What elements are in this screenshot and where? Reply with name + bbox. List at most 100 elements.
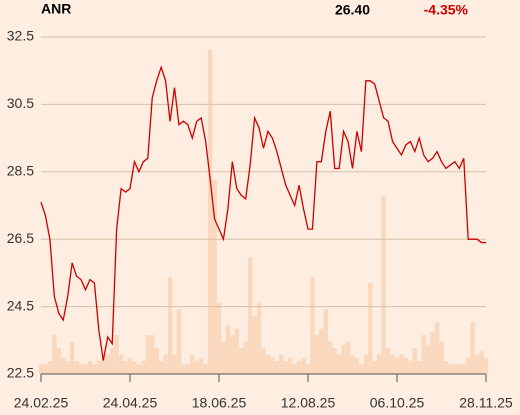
- volume-bar: [252, 315, 257, 374]
- price-line: [40, 65, 486, 361]
- volume-bar: [452, 364, 458, 374]
- volume-bar: [394, 357, 400, 374]
- volume-bar: [283, 361, 288, 374]
- volume-bar: [118, 354, 124, 374]
- volume-bar: [243, 341, 248, 374]
- volume-bar: [421, 335, 426, 374]
- volume-bar: [479, 351, 484, 374]
- volume-bar: [310, 276, 315, 374]
- volume-bar: [376, 354, 382, 374]
- volume-bar: [261, 348, 266, 374]
- volume-bar: [52, 335, 57, 374]
- x-tick-label: 06.10.25: [370, 395, 425, 411]
- volume-bar: [65, 361, 70, 374]
- volume-bar: [341, 344, 346, 374]
- volume-bar: [287, 357, 293, 374]
- change: -4.35%: [424, 2, 469, 18]
- volume-bar: [132, 361, 137, 374]
- volume-bar: [301, 357, 306, 374]
- volume-bar: [483, 357, 489, 374]
- volume-bar: [425, 344, 431, 374]
- volume-bar: [239, 348, 244, 374]
- volume-bar: [190, 354, 195, 374]
- volume-bar: [350, 354, 355, 374]
- volume-bar: [181, 364, 186, 374]
- y-tick-label: 24.5: [7, 297, 34, 313]
- volume-bar: [247, 257, 253, 374]
- volume-bar: [150, 335, 155, 374]
- volume-bar: [234, 328, 240, 374]
- volume-bar: [359, 364, 364, 374]
- volume-bar: [87, 361, 93, 374]
- volume-bar: [69, 341, 75, 374]
- volume-bar: [408, 361, 413, 374]
- volume-bar: [274, 361, 280, 374]
- volume-bar: [176, 309, 182, 374]
- volume-bar: [43, 364, 48, 374]
- volume-bar: [430, 331, 435, 374]
- volume-bar: [354, 357, 360, 374]
- x-tick-label: 12.08.25: [281, 395, 336, 411]
- x-tick-label: 24.02.25: [14, 395, 69, 411]
- volume-bar: [372, 361, 377, 374]
- volume-bar: [470, 322, 475, 374]
- volume-bar: [105, 354, 110, 374]
- volume-bar: [332, 348, 337, 374]
- volume-bar: [296, 361, 302, 374]
- x-tick-label: 18.06.25: [192, 395, 247, 411]
- volume-bar: [270, 357, 275, 374]
- volume-bar: [198, 357, 204, 374]
- y-tick-label: 26.5: [7, 230, 34, 246]
- volume-bar: [163, 354, 168, 374]
- volume-bar: [368, 283, 373, 374]
- volume-bar: [448, 364, 453, 374]
- volume-bar: [96, 361, 102, 374]
- volume-bar: [225, 325, 231, 374]
- volume-bar: [145, 335, 151, 374]
- volume-bar: [336, 354, 342, 374]
- price: 26.40: [335, 2, 370, 18]
- volume-bar: [465, 357, 471, 374]
- volume-bar: [38, 364, 44, 374]
- volume-bar: [230, 335, 235, 374]
- volume-bar: [305, 364, 311, 374]
- volume-bar: [127, 357, 133, 374]
- volume-bar: [136, 364, 142, 374]
- volume-bar: [216, 302, 222, 374]
- volume-bar: [109, 348, 115, 374]
- volume-bar: [207, 50, 213, 374]
- symbol: ANR: [41, 1, 71, 17]
- volume-bar: [47, 361, 53, 374]
- volume-bar: [439, 341, 444, 374]
- volume-bar: [212, 179, 217, 374]
- volume-bar: [265, 354, 271, 374]
- volume-bar: [101, 357, 106, 374]
- x-tick-label: 28.11.25: [459, 395, 513, 411]
- x-tick-label: 24.04.25: [103, 395, 158, 411]
- volume-bar: [412, 348, 418, 374]
- volume-bar: [319, 328, 324, 374]
- volume-bar: [92, 364, 97, 374]
- volume-bar: [434, 322, 440, 374]
- volume-bar: [172, 354, 177, 374]
- volume-bar: [185, 364, 191, 374]
- volume-bar: [474, 354, 480, 374]
- y-tick-label: 32.5: [7, 28, 34, 44]
- volume-bar: [461, 364, 466, 374]
- volume-bar: [390, 354, 395, 374]
- volume-bar: [167, 276, 173, 374]
- volume-bar: [158, 361, 164, 374]
- volume-bar: [114, 335, 119, 374]
- y-tick-label: 22.5: [7, 365, 34, 381]
- volume-bar: [83, 364, 88, 374]
- volume-bar: [194, 361, 199, 374]
- volume-bar: [323, 309, 329, 374]
- y-tick-label: 28.5: [7, 163, 34, 179]
- volume-bar: [345, 341, 351, 374]
- volume-bar: [403, 357, 409, 374]
- volume-bar: [417, 361, 422, 374]
- volume-bar: [221, 341, 226, 374]
- volume-bar: [363, 354, 369, 374]
- volume-bar: [292, 364, 297, 374]
